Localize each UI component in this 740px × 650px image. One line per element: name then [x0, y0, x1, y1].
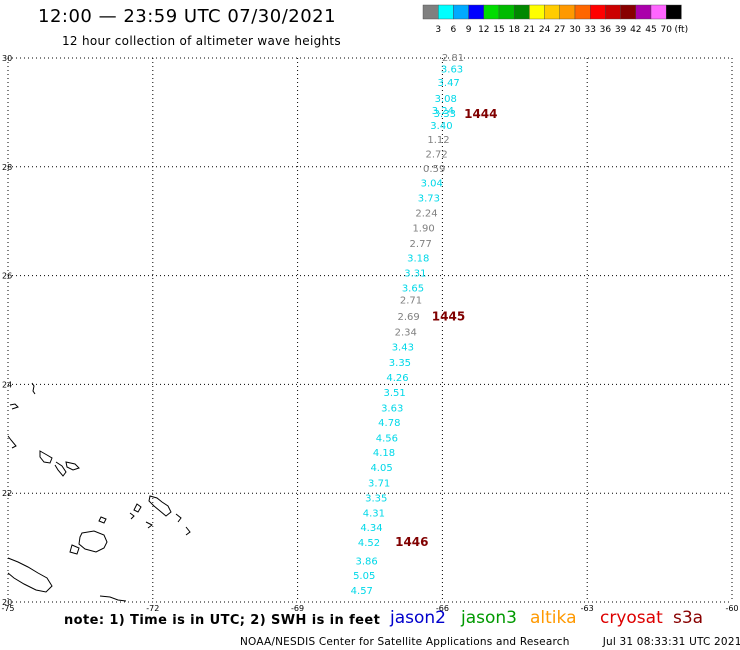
lon-tick-label: -60	[725, 604, 738, 612]
colorbar-swatch	[665, 4, 682, 20]
coastline	[7, 382, 191, 602]
page-title: 12:00 — 23:59 UTC 07/30/2021	[38, 6, 337, 27]
swh-value-label: 2.71	[400, 296, 422, 307]
colorbar-label: 18	[508, 25, 520, 35]
lon-tick-label: -75	[1, 604, 14, 612]
legend-altika: altika	[530, 608, 577, 628]
swh-value-label: 3.43	[392, 342, 414, 353]
colorbar-label: 39	[615, 25, 627, 35]
swh-value-label: 4.05	[370, 463, 392, 474]
lat-tick-label: 26	[2, 272, 12, 281]
colorbar-label: 12	[478, 25, 489, 35]
swh-value-label: 3.33	[434, 109, 456, 120]
lon-tick-label: -63	[581, 604, 594, 612]
swh-value-label: 2.69	[397, 312, 419, 323]
swh-value-label: 2.72	[425, 149, 447, 160]
lat-tick-label: 22	[2, 489, 12, 498]
lon-tick-label: -66	[436, 604, 449, 612]
swh-value-label: 3.47	[438, 78, 460, 89]
swh-value-label: 3.65	[402, 284, 424, 295]
colorbar-label: 21	[524, 25, 535, 35]
swh-value-label: 3.04	[421, 179, 443, 190]
swh-value-label: 2.81	[442, 53, 464, 64]
colorbar-label: 33	[584, 25, 595, 35]
colorbar-label: 24	[539, 25, 551, 35]
swh-value-label: 3.63	[381, 403, 403, 414]
footer-credit: NOAA/NESDIS Center for Satellite Applica…	[240, 636, 740, 648]
colorbar-label: 70	[660, 25, 672, 35]
lat-tick-label: 28	[2, 163, 12, 172]
lat-tick-label: 20	[2, 598, 12, 607]
swh-value-label: 1.90	[412, 223, 434, 234]
footer-credit-text: NOAA/NESDIS Center for Satellite Applica…	[240, 636, 570, 648]
map-plot: -75 -72 -69 -66 -63 -603028262422202.813.633.…	[1, 53, 738, 612]
swh-value-label: 4.31	[363, 508, 385, 519]
lon-tick-label: -69	[291, 604, 304, 612]
lat-tick-label: 24	[2, 380, 12, 389]
note-text: note: 1) Time is in UTC; 2) SWH is in fe…	[64, 613, 381, 628]
swh-value-label: 3.24	[432, 106, 454, 117]
swh-value-label: 3.31	[404, 268, 426, 279]
colorbar-label: 9	[466, 25, 472, 35]
swh-value-label: 2.34	[395, 328, 417, 339]
swh-value-label: 4.34	[360, 523, 382, 534]
legend-jason3: jason3	[461, 608, 517, 628]
colorbar-label: 3	[435, 25, 441, 35]
colorbar-label: 45	[645, 25, 656, 35]
swh-value-label: 4.52	[358, 538, 380, 549]
swh-value-label: 4.18	[373, 448, 395, 459]
swh-value-label: 3.08	[435, 94, 457, 105]
colorbar: 3 6 9 12 15 18 21 24 27 30 33 36 39 42 45 70 (ft)	[422, 4, 689, 35]
swh-value-label: 4.45	[348, 601, 370, 612]
swh-value-label: 0.59	[423, 164, 445, 175]
swh-value-label: 3.51	[383, 388, 405, 399]
legend-jason2: jason2	[390, 608, 446, 628]
footer-timestamp: Jul 31 08:33:31 UTC 2021	[602, 636, 740, 648]
swh-value-label: 3.40	[430, 121, 452, 132]
swh-value-label: 5.05	[353, 571, 375, 582]
page-subtitle: 12 hour collection of altimeter wave hei…	[62, 34, 341, 48]
lat-tick-label: 30	[2, 54, 12, 63]
swh-value-label: 4.57	[351, 586, 373, 597]
swh-value-label: 4.26	[386, 373, 408, 384]
colorbar-label: 42	[630, 25, 641, 35]
swh-value-label: 2.24	[415, 209, 437, 220]
legend-s3a: s3a	[673, 608, 704, 628]
colorbar-label: 15	[493, 25, 504, 35]
swh-value-label: 3.86	[355, 557, 377, 568]
swh-value-label: 1.12	[427, 135, 449, 146]
swh-value-label: 3.71	[368, 478, 390, 489]
swh-value-label: 3.35	[365, 494, 387, 505]
swh-value-label: 4.56	[376, 433, 398, 444]
swh-value-label: 3.63	[441, 64, 463, 75]
colorbar-label: 6	[451, 25, 457, 35]
lon-tick-label: -72	[146, 604, 159, 612]
colorbar-unit: (ft)	[675, 25, 689, 35]
orbit-number-label: 1446	[395, 535, 428, 549]
orbit-number-label: 1444	[464, 107, 497, 121]
colorbar-label: 30	[569, 25, 581, 35]
swh-value-label: 3.73	[418, 193, 440, 204]
swh-value-label: 3.18	[407, 254, 429, 265]
swh-value-label: 3.35	[389, 358, 411, 369]
colorbar-label: 36	[600, 25, 612, 35]
swh-value-label: 2.77	[410, 239, 432, 250]
colorbar-label: 27	[554, 25, 565, 35]
swh-value-label: 4.78	[378, 418, 400, 429]
orbit-number-label: 1445	[432, 309, 465, 323]
legend-cryosat: cryosat	[600, 608, 663, 628]
